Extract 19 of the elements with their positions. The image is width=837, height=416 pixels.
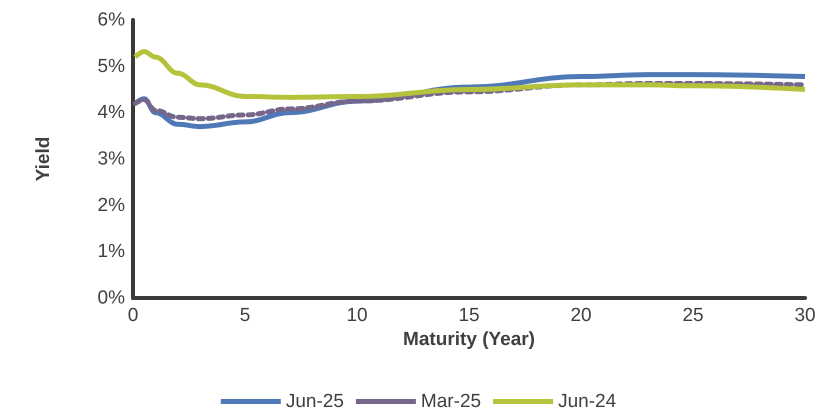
y-tick-label: 2% (98, 194, 126, 216)
y-tick-label: 0% (98, 288, 126, 308)
x-tick-label: 20 (570, 305, 592, 326)
x-tick-label: 15 (458, 305, 480, 326)
x-tick-label: 25 (682, 305, 704, 326)
y-tick-label: 1% (98, 241, 126, 262)
x-tick-label: 30 (794, 305, 816, 326)
legend-label: Jun-25 (286, 391, 344, 412)
x-tick-label: 0 (128, 305, 138, 326)
y-axis-title: Yield (33, 136, 54, 182)
x-axis-title: Maturity (Year) (403, 328, 535, 350)
x-tick-label: 10 (346, 305, 368, 326)
y-tick-label: 6% (98, 10, 126, 30)
x-tick-label: 5 (240, 305, 250, 326)
y-tick-label: 4% (98, 102, 126, 124)
legend-label: Jun-24 (558, 391, 617, 412)
y-tick-label: 3% (98, 148, 126, 170)
y-tick-label: 5% (98, 56, 126, 77)
legend-label: Mar-25 (420, 391, 482, 412)
